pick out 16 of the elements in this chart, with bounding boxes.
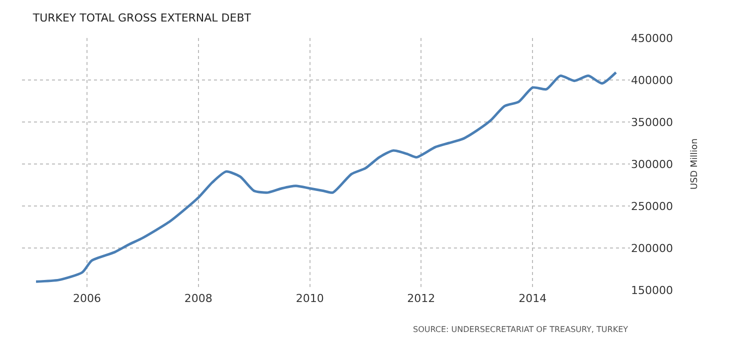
x-tick-label: 2006 — [72, 292, 101, 305]
chart-title: TURKEY TOTAL GROSS EXTERNAL DEBT — [32, 11, 252, 24]
x-tick-label: 2008 — [184, 292, 212, 305]
y-tick-label: 200000 — [631, 242, 673, 255]
y-tick-label: 300000 — [631, 158, 673, 171]
line-series — [34, 71, 618, 283]
y-axis-title: USD Million — [690, 138, 700, 190]
x-tick-label: 2014 — [518, 292, 547, 305]
x-tick-label: 2010 — [296, 292, 324, 305]
y-tick-label: 400000 — [631, 74, 673, 87]
y-tick-label: 250000 — [631, 200, 673, 213]
source-note: SOURCE: UNDERSECRETARIAT OF TREASURY, TURKEY — [413, 325, 628, 334]
x-tick-label: 2012 — [407, 292, 436, 305]
y-tick-label: 150000 — [631, 284, 673, 297]
y-tick-label: 350000 — [631, 116, 673, 129]
y-tick-label: 450000 — [631, 32, 673, 45]
